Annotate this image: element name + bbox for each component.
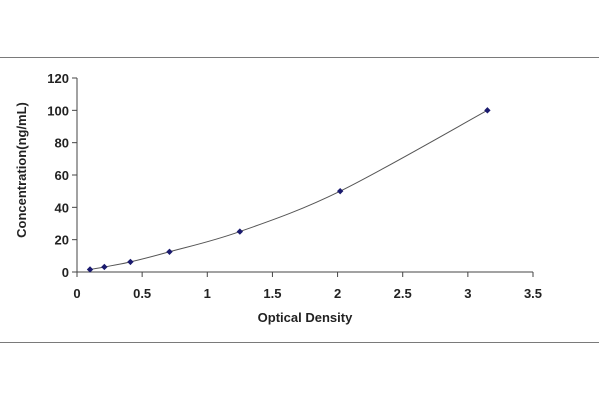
x-tick-label: 3.5 (524, 286, 542, 301)
y-tick-label: 40 (55, 200, 69, 215)
y-axis-title: Concentration(ng/mL) (14, 102, 29, 238)
x-tick-label: 1 (204, 286, 211, 301)
x-tick-label: 0 (73, 286, 80, 301)
y-tick-label: 100 (47, 103, 69, 118)
chart-frame (0, 57, 599, 343)
x-tick-label: 1.5 (263, 286, 281, 301)
x-tick-label: 2 (334, 286, 341, 301)
data-point (336, 187, 344, 195)
y-ticks: 0 20 40 60 80 100 120 (47, 71, 77, 280)
x-tick-label: 2.5 (394, 286, 412, 301)
data-point (166, 248, 173, 255)
x-ticks: 0 0.5 1 1.5 2 2.5 3 3.5 (73, 272, 542, 301)
data-point (101, 263, 108, 271)
y-tick-label: 120 (47, 71, 69, 86)
data-points (86, 107, 491, 273)
x-tick-label: 0.5 (133, 286, 151, 301)
x-axis-title: Optical Density (258, 310, 353, 325)
y-tick-label: 60 (55, 168, 69, 183)
data-point (86, 266, 94, 273)
axes (76, 78, 533, 273)
data-point (127, 258, 134, 266)
fit-curve (89, 109, 488, 270)
y-tick-label: 80 (55, 136, 69, 151)
data-point (236, 228, 244, 235)
y-tick-label: 20 (55, 233, 69, 248)
y-tick-label: 0 (62, 265, 69, 280)
data-point (484, 107, 491, 114)
x-tick-label: 3 (464, 286, 471, 301)
